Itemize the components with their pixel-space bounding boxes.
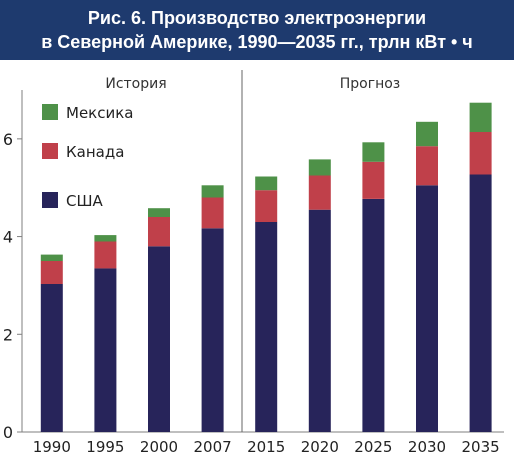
legend-label-Мексика: Мексика [66, 104, 133, 122]
bar-2020-Канада [308, 175, 331, 210]
legend: Мексика Канада США [42, 104, 133, 210]
bars-group [40, 102, 492, 432]
bar-2000-США [148, 246, 170, 432]
bar-2035-США [469, 174, 492, 432]
x-tick-label-2015: 2015 [247, 438, 285, 456]
bar-1995-Мексика [94, 235, 117, 242]
bar-1990-Канада [40, 261, 63, 284]
x-tick-label-2020: 2020 [301, 438, 339, 456]
bar-2007-Канада [201, 197, 224, 229]
bar-2030-Канада [416, 146, 438, 186]
y-tick-label-4: 4 [3, 228, 13, 247]
bar-2030-США [416, 185, 438, 432]
bar-2007-США [201, 228, 224, 432]
bar-1990-Мексика [40, 254, 63, 261]
y-tick-label-2: 2 [3, 325, 13, 344]
x-tick-label-2025: 2025 [354, 438, 392, 456]
bar-2000-Канада [148, 217, 170, 247]
legend-swatch-США [42, 192, 58, 208]
stacked-bar-chart: История Прогноз 0 2 4 6 1990 1995 2000 2007 201… [3, 70, 504, 456]
y-tick-label-6: 6 [3, 130, 13, 149]
bar-2000-Мексика [148, 208, 170, 217]
bar-2020-США [308, 209, 331, 432]
x-tick-label-1995: 1995 [86, 438, 124, 456]
bar-2007-Мексика [201, 185, 224, 198]
bar-2020-Мексика [308, 159, 331, 176]
bar-2030-Мексика [416, 121, 438, 147]
bar-2015-США [255, 221, 278, 432]
chart-title-line2: в Северной Америке, 1990—2035 гг., трлн … [41, 32, 473, 52]
bar-2025-Мексика [362, 142, 385, 162]
x-tick-label-2035: 2035 [462, 438, 500, 456]
bar-1995-США [94, 268, 117, 432]
legend-label-Канада: Канада [66, 143, 124, 161]
legend-swatch-Мексика [42, 104, 58, 120]
bar-1990-США [40, 284, 63, 432]
y-ticks-group: 0 2 4 6 [3, 130, 22, 442]
legend-swatch-Канада [42, 143, 58, 159]
section-label-history: История [105, 76, 166, 92]
bar-2035-Мексика [469, 102, 492, 132]
section-label-forecast: Прогноз [340, 76, 401, 92]
chart-title-line1: Рис. 6. Производство электроэнергии [87, 8, 427, 28]
bar-2035-Канада [469, 132, 492, 175]
x-tick-label-2000: 2000 [140, 438, 178, 456]
bar-2025-США [362, 199, 385, 432]
legend-label-США: США [66, 192, 104, 210]
x-ticks-group: 1990 1995 2000 2007 2015 2020 2025 2030 2035 [33, 438, 500, 456]
x-tick-label-1990: 1990 [33, 438, 71, 456]
y-tick-label-0: 0 [3, 423, 13, 442]
x-tick-label-2030: 2030 [408, 438, 446, 456]
bar-2015-Мексика [255, 176, 278, 191]
bar-2025-Канада [362, 161, 385, 199]
chart-title-bar: Рис. 6. Производство электроэнергии в Се… [0, 0, 514, 60]
bar-1995-Канада [94, 241, 117, 269]
x-tick-label-2007: 2007 [194, 438, 232, 456]
bar-2015-Канада [255, 190, 278, 222]
